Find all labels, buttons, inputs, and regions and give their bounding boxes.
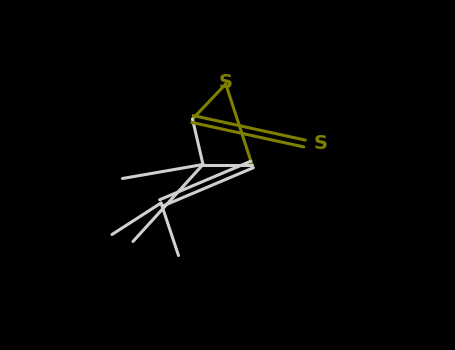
- Text: S: S: [219, 73, 233, 92]
- Text: S: S: [313, 134, 327, 153]
